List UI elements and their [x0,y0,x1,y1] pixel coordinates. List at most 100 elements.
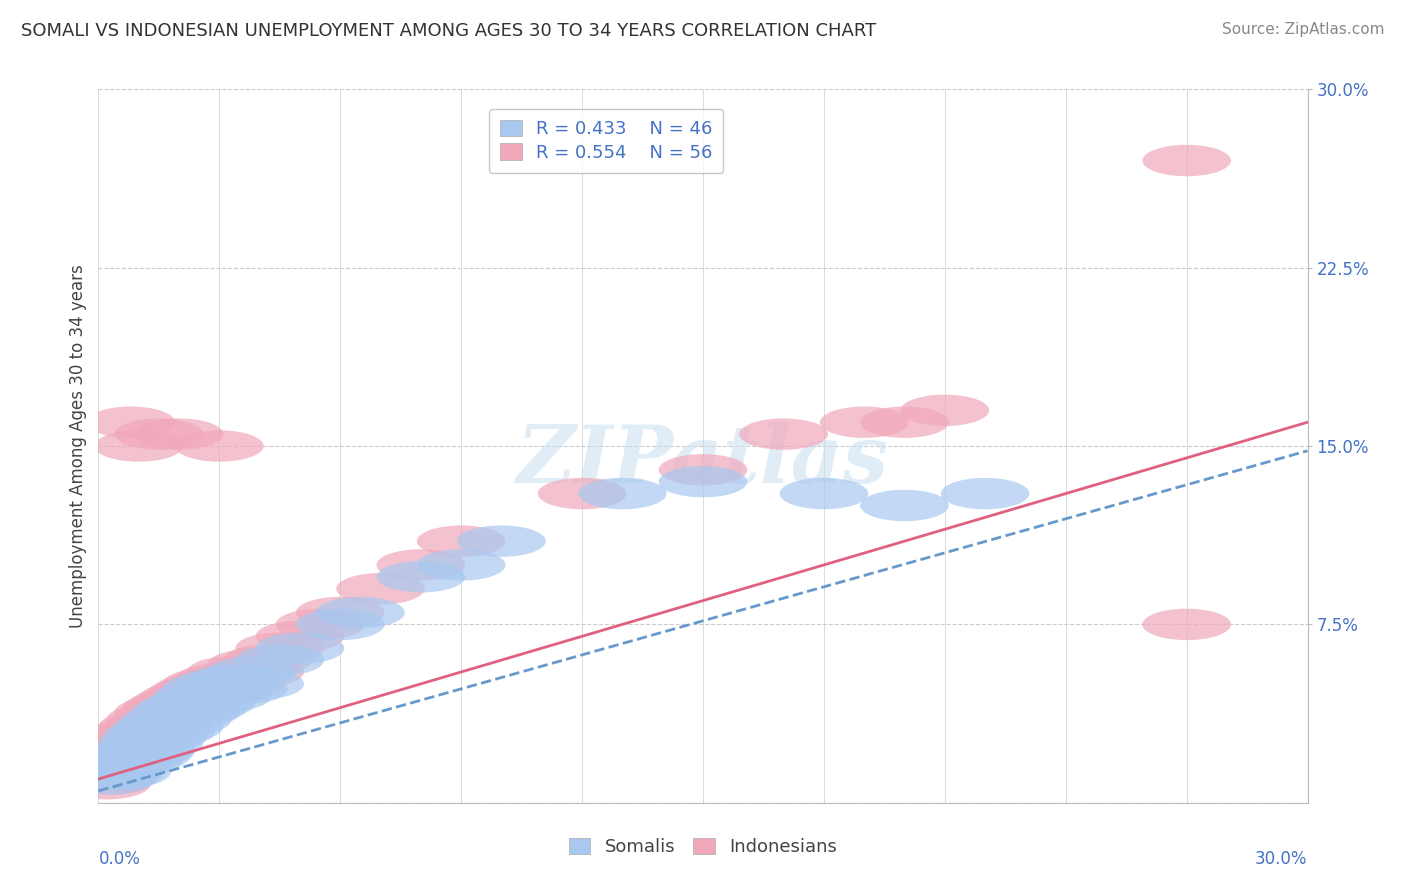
Ellipse shape [159,682,247,714]
Ellipse shape [127,704,215,735]
Ellipse shape [295,597,385,628]
Ellipse shape [167,678,256,709]
Ellipse shape [131,697,219,728]
Ellipse shape [143,692,232,723]
Ellipse shape [90,739,179,771]
Ellipse shape [276,608,364,640]
Ellipse shape [79,751,167,783]
Ellipse shape [537,478,627,509]
Ellipse shape [860,490,949,521]
Ellipse shape [111,715,200,747]
Ellipse shape [122,692,211,723]
Ellipse shape [416,525,506,557]
Text: 30.0%: 30.0% [1256,850,1308,869]
Ellipse shape [94,735,183,766]
Ellipse shape [114,697,204,728]
Ellipse shape [207,657,295,688]
Ellipse shape [94,715,183,747]
Ellipse shape [167,687,256,719]
Ellipse shape [107,735,195,766]
Ellipse shape [127,715,215,747]
Ellipse shape [114,711,204,742]
Ellipse shape [114,728,204,759]
Ellipse shape [235,644,325,676]
Ellipse shape [94,430,183,462]
Ellipse shape [103,721,191,752]
Ellipse shape [83,735,172,766]
Ellipse shape [146,678,235,709]
Ellipse shape [122,704,211,735]
Ellipse shape [111,715,200,747]
Ellipse shape [86,407,174,438]
Ellipse shape [224,644,312,676]
Ellipse shape [70,758,159,790]
Ellipse shape [131,687,219,719]
Ellipse shape [377,549,465,581]
Ellipse shape [79,744,167,776]
Text: 0.0%: 0.0% [98,850,141,869]
Ellipse shape [658,454,748,485]
Ellipse shape [98,711,187,742]
Ellipse shape [779,478,869,509]
Y-axis label: Unemployment Among Ages 30 to 34 years: Unemployment Among Ages 30 to 34 years [69,264,87,628]
Ellipse shape [740,418,828,450]
Ellipse shape [200,673,288,705]
Ellipse shape [139,682,228,714]
Ellipse shape [62,768,150,799]
Ellipse shape [416,549,506,581]
Ellipse shape [75,758,163,790]
Ellipse shape [578,478,666,509]
Ellipse shape [215,668,304,699]
Ellipse shape [377,561,465,592]
Ellipse shape [163,668,252,699]
Ellipse shape [183,673,271,705]
Ellipse shape [83,756,172,788]
Ellipse shape [174,430,264,462]
Ellipse shape [187,657,276,688]
Ellipse shape [183,680,271,712]
Ellipse shape [191,664,280,695]
Legend: Somalis, Indonesians: Somalis, Indonesians [560,829,846,865]
Ellipse shape [143,704,232,735]
Ellipse shape [75,751,163,783]
Text: Source: ZipAtlas.com: Source: ZipAtlas.com [1222,22,1385,37]
Ellipse shape [155,680,243,712]
Ellipse shape [103,739,191,771]
Ellipse shape [658,466,748,498]
Ellipse shape [66,764,155,795]
Ellipse shape [107,704,195,735]
Ellipse shape [139,692,228,723]
Ellipse shape [941,478,1029,509]
Ellipse shape [457,525,546,557]
Ellipse shape [94,744,183,776]
Ellipse shape [155,673,243,705]
Ellipse shape [159,692,247,723]
Text: SOMALI VS INDONESIAN UNEMPLOYMENT AMONG AGES 30 TO 34 YEARS CORRELATION CHART: SOMALI VS INDONESIAN UNEMPLOYMENT AMONG … [21,22,876,40]
Ellipse shape [1142,145,1232,177]
Ellipse shape [900,394,990,426]
Ellipse shape [135,418,224,450]
Ellipse shape [103,721,191,752]
Ellipse shape [207,649,295,681]
Ellipse shape [336,573,425,605]
Ellipse shape [174,668,264,699]
Ellipse shape [1142,608,1232,640]
Ellipse shape [135,711,224,742]
Ellipse shape [256,621,344,652]
Ellipse shape [146,687,235,719]
Ellipse shape [98,728,187,759]
Ellipse shape [174,664,264,695]
Ellipse shape [66,764,155,795]
Ellipse shape [316,597,405,628]
Ellipse shape [118,721,207,752]
Ellipse shape [215,657,304,688]
Ellipse shape [195,668,284,699]
Ellipse shape [118,711,207,742]
Ellipse shape [820,407,908,438]
Ellipse shape [83,739,172,771]
Ellipse shape [295,608,385,640]
Ellipse shape [235,632,325,664]
Ellipse shape [86,744,174,776]
Ellipse shape [90,721,179,752]
Ellipse shape [256,632,344,664]
